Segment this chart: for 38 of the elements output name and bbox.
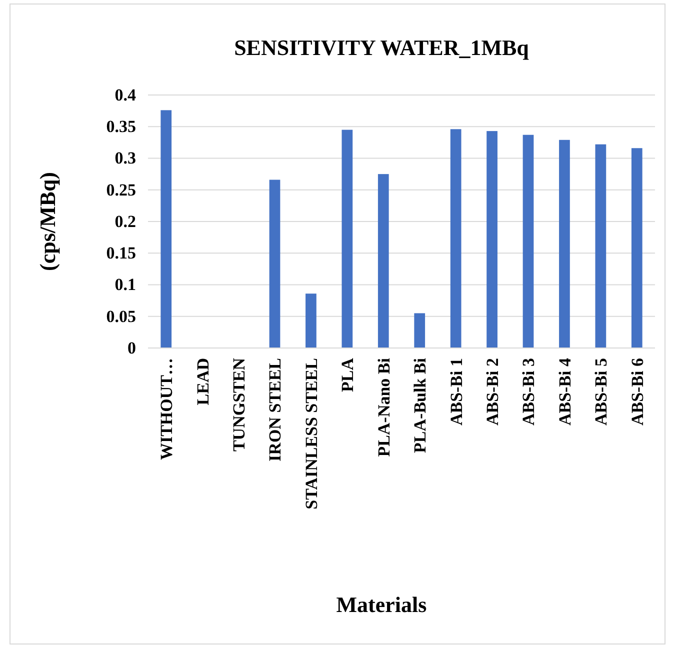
x-tick-label: ABS-Bi 6 xyxy=(628,358,647,426)
x-tick-label: PLA-Nano Bi xyxy=(374,358,394,457)
chart-title: SENSITIVITY WATER_1MBq xyxy=(234,35,530,60)
y-tick-label: 0.1 xyxy=(114,275,136,294)
x-tick-label: TUNGSTEN xyxy=(229,357,248,452)
y-axis-title: (cps/MBq) xyxy=(35,172,60,271)
x-tick-label: ABS-Bi 4 xyxy=(555,358,574,426)
bar xyxy=(486,131,498,348)
x-axis-title: Materials xyxy=(336,592,428,617)
bar xyxy=(378,174,389,348)
bar xyxy=(269,180,280,348)
x-tick-label: PLA xyxy=(338,357,358,392)
bar xyxy=(559,140,570,348)
x-tick-label: WITHOUT… xyxy=(157,358,176,460)
x-tick-label: PLA-Bulk Bi xyxy=(410,358,430,453)
y-tick-label: 0.05 xyxy=(106,306,136,326)
bar xyxy=(631,148,642,348)
bar xyxy=(160,110,172,348)
bar xyxy=(342,130,353,348)
bar xyxy=(595,144,606,348)
y-tick-label: 0.2 xyxy=(114,212,136,231)
x-tick-label: LEAD xyxy=(193,358,212,406)
bar xyxy=(450,129,462,348)
x-tick-label: IRON STEEL xyxy=(266,358,285,462)
bar xyxy=(414,313,426,348)
x-tick-label: ABS-Bi 3 xyxy=(519,358,538,426)
x-tick-label: ABS-Bi 2 xyxy=(482,358,502,426)
y-tick-label: 0.25 xyxy=(106,180,136,200)
y-tick-label: 0 xyxy=(128,338,136,358)
x-tick-label: ABS-Bi 1 xyxy=(446,358,466,426)
y-tick-label: 0.3 xyxy=(114,148,136,168)
y-tick-label: 0.35 xyxy=(106,117,136,136)
bar xyxy=(306,294,316,348)
x-tick-label: ABS-Bi 5 xyxy=(592,358,611,426)
bar xyxy=(522,134,534,348)
y-tick-label: 0.15 xyxy=(106,244,136,263)
x-tick-label: STAINLESS STEEL xyxy=(302,358,321,510)
y-tick-label: 0.4 xyxy=(114,85,136,104)
